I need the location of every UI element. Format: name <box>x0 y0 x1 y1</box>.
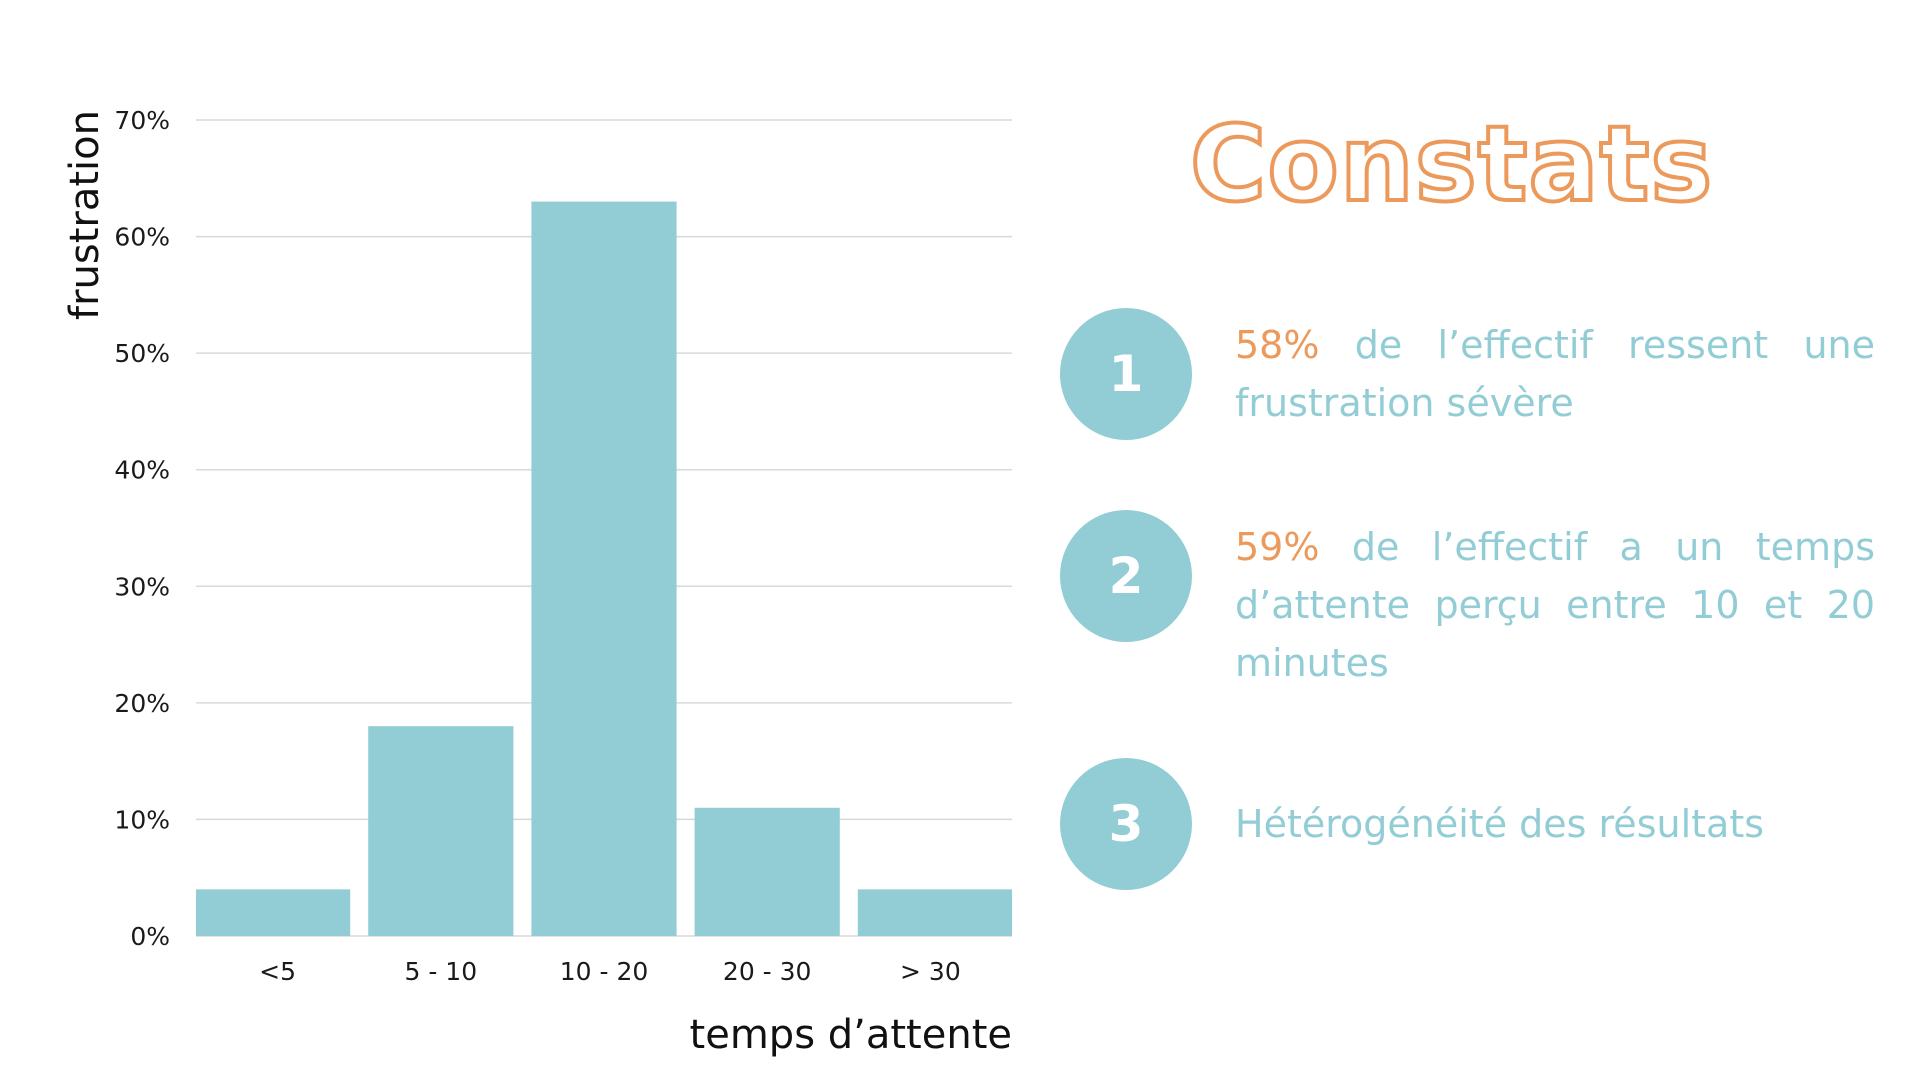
y-tick-label: 50% <box>114 339 170 368</box>
x-tick-label: > 30 <box>900 957 961 986</box>
y-axis-label: frustration <box>62 110 108 320</box>
finding-description: Hétérogénéité des résultats <box>1235 802 1765 846</box>
x-axis-label: temps d’attente <box>690 1012 1012 1058</box>
bars <box>196 201 1012 937</box>
finding-number-badge: 3 <box>1060 758 1192 890</box>
finding-number-badge: 2 <box>1060 510 1192 642</box>
bar <box>368 726 514 936</box>
bar <box>196 889 351 936</box>
y-tick-label: 30% <box>114 572 170 601</box>
x-tick-label: 20 - 30 <box>723 957 812 986</box>
panel-title: Constats <box>1188 103 1714 225</box>
bar <box>857 889 1012 936</box>
y-tick-label: 40% <box>114 456 170 485</box>
finding-description: de l’effectif ressent une frustration sé… <box>1235 323 1875 425</box>
y-tick-label: 60% <box>114 223 170 252</box>
finding-text: 59% de l’effectif a un temps d’attente p… <box>1235 518 1875 692</box>
y-tick-label: 20% <box>114 689 170 718</box>
x-axis-ticks: <5 5 - 10 10 - 20 20 - 30 > 30 <box>259 957 961 986</box>
finding-text: Hétérogénéité des résultats <box>1235 795 1875 853</box>
finding-description: de l’effectif a un temps d’attente perçu… <box>1235 525 1875 685</box>
finding-number-badge: 1 <box>1060 308 1192 440</box>
bar <box>531 201 677 937</box>
x-tick-label: 10 - 20 <box>560 957 649 986</box>
finding-text: 58% de l’effectif ressent une frustratio… <box>1235 316 1875 432</box>
x-tick-label: <5 <box>259 957 296 986</box>
y-tick-label: 70% <box>114 106 170 135</box>
y-axis-ticks: 0% 10% 20% 30% 40% 50% 60% 70% <box>114 106 170 951</box>
finding-highlight-value: 59% <box>1235 525 1320 569</box>
y-tick-label: 0% <box>130 922 170 951</box>
frustration-bar-chart: 0% 10% 20% 30% 40% 50% 60% 70% <5 5 - 10 10 - 20 2… <box>62 106 1012 1058</box>
x-tick-label: 5 - 10 <box>404 957 477 986</box>
y-tick-label: 10% <box>114 805 170 834</box>
bar <box>694 807 840 936</box>
finding-highlight-value: 58% <box>1235 323 1320 367</box>
